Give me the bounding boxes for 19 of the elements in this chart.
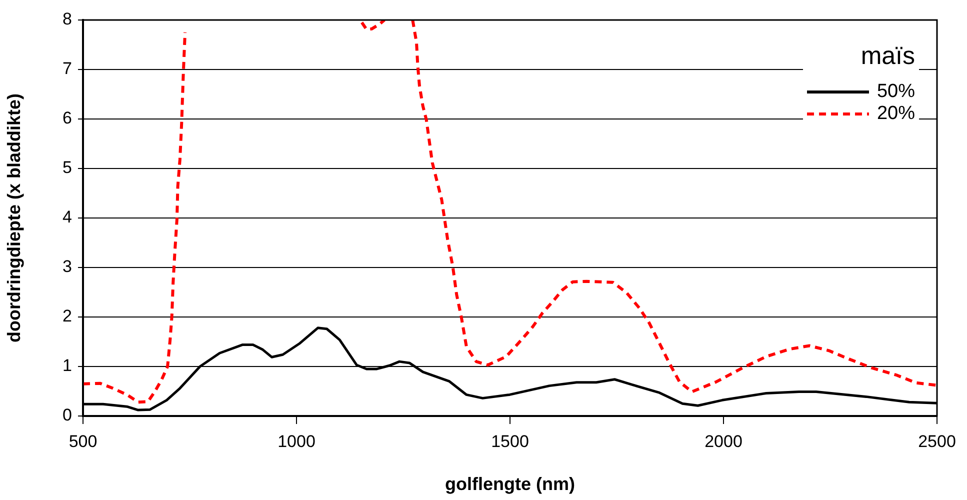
x-tick-label: 2500 [918,432,956,451]
y-tick-label: 0 [62,406,72,425]
y-tick-label: 7 [62,59,72,78]
y-axis-title: doordringdiepte (x bladdikte) [4,93,24,343]
legend-label: 20% [876,103,915,125]
y-tick-label: 2 [62,306,72,326]
y-tick-label: 3 [62,257,72,276]
y-tick-label: 5 [62,158,72,178]
y-tick-label: 4 [62,208,72,227]
y-tick-label: 6 [62,108,72,128]
x-tick-label: 500 [68,432,98,451]
y-tick-label: 8 [62,10,72,29]
x-tick-label: 1500 [491,432,529,451]
legend-label: 50% [876,81,915,103]
x-tick-label: 1000 [278,432,316,451]
y-tick-label: 1 [62,356,72,376]
legend-title: maïs [860,42,915,71]
x-tick-label: 2000 [704,432,742,451]
x-axis-title: golflengte (nm) [445,474,575,494]
